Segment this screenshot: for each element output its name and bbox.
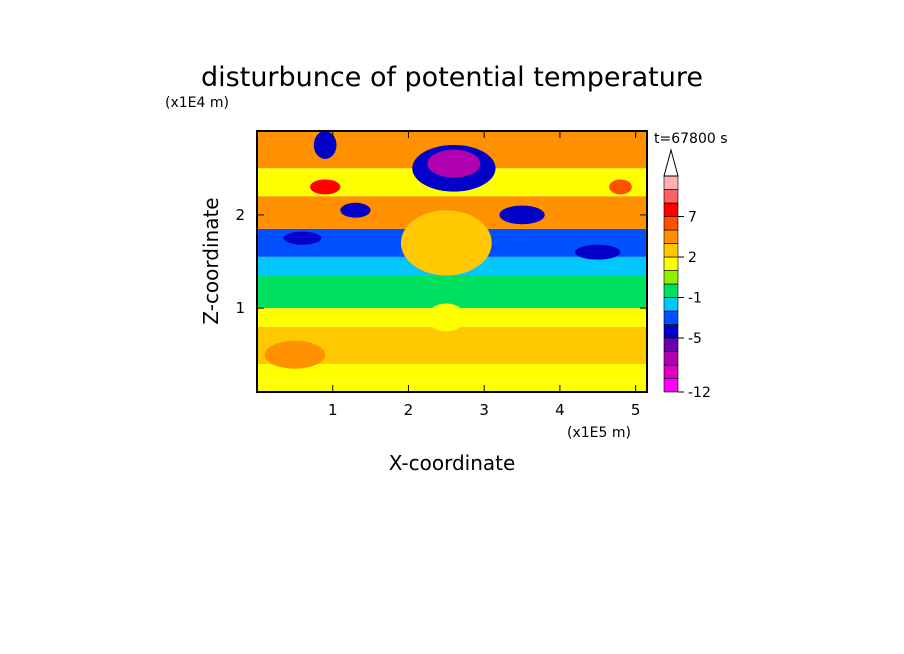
field-feature <box>609 179 632 195</box>
colorbar-bin <box>663 337 679 352</box>
chart-title: disturbunce of potential temperature <box>201 62 703 93</box>
colorbar: 7 2 -1 -5 -12 <box>663 148 711 401</box>
x-tick-label: 3 <box>479 401 489 419</box>
y-axis-unit: (x1E4 m) <box>165 95 229 111</box>
colorbar-bin <box>663 216 679 231</box>
colorbar-bin <box>663 175 679 190</box>
field-feature <box>313 131 337 159</box>
field-feature <box>499 205 545 225</box>
x-axis: 1 2 3 4 5 <box>328 131 640 419</box>
colorbar-bin <box>663 310 679 325</box>
y-axis-label: Z-coordinate <box>199 197 223 324</box>
colorbar-tick-label: 2 <box>688 250 697 266</box>
colorbar-bin <box>663 256 679 271</box>
colorbar-bin <box>663 324 679 339</box>
x-tick-label: 4 <box>555 401 565 419</box>
x-axis-label: X-coordinate <box>389 451 516 475</box>
x-tick-label: 2 <box>404 401 414 419</box>
colorbar-bin <box>663 202 679 217</box>
field-feature <box>310 179 341 195</box>
field-feature <box>283 231 322 245</box>
field-band <box>257 382 647 392</box>
y-tick-label: 2 <box>235 206 245 224</box>
field-feature <box>427 303 466 332</box>
colorbar-tick-label: -12 <box>688 385 711 401</box>
field-band <box>257 364 647 383</box>
field-feature <box>575 244 621 260</box>
time-label: t=67800 s <box>654 131 728 147</box>
colorbar-tick-label: -1 <box>688 291 702 307</box>
colorbar-bin <box>663 351 679 366</box>
x-tick-label: 1 <box>328 401 338 419</box>
field-feature <box>264 340 326 369</box>
colorbar-bin <box>663 364 679 379</box>
colorbar-tick-label: 7 <box>688 210 697 226</box>
colorbar-tick-label: -5 <box>688 331 702 347</box>
x-axis-unit: (x1E5 m) <box>567 425 631 441</box>
colorbar-bin <box>663 283 679 298</box>
y-tick-label: 1 <box>235 299 245 317</box>
colorbar-bin <box>663 189 679 204</box>
field-feature <box>427 149 481 178</box>
y-axis: 12 <box>235 206 647 317</box>
colorbar-bin <box>663 243 679 258</box>
field-feature <box>340 202 371 218</box>
x-tick-label: 5 <box>631 401 641 419</box>
colorbar-bin <box>663 297 679 312</box>
field-feature <box>400 210 492 276</box>
field-band <box>257 275 647 309</box>
plot-frame <box>256 130 648 393</box>
colorbar-bin <box>663 270 679 285</box>
colorbar-bin <box>663 229 679 244</box>
colorbar-extend-arrow <box>663 148 679 177</box>
colorbar-bin <box>663 378 679 393</box>
heatmap-field <box>257 131 647 392</box>
